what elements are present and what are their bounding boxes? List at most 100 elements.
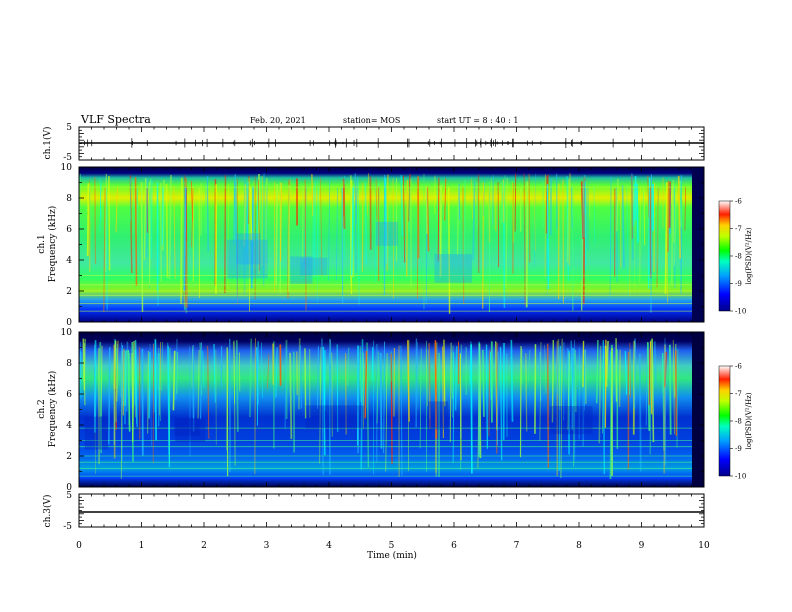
sferic-streak [491, 178, 493, 226]
sferic-streak [444, 178, 447, 221]
sferic-streak [176, 351, 178, 394]
x-axis-label: Time (min) [367, 550, 417, 561]
ch1-waveform-panel: 5 -5 ch.1(V) [42, 123, 705, 163]
sferic-streak [519, 346, 522, 458]
sferic-streak [676, 348, 679, 448]
sferic-streak [638, 353, 642, 472]
sferic-streak [207, 345, 210, 439]
sferic-streak [570, 186, 573, 229]
ch3-ytick-bottom: -5 [63, 522, 72, 532]
sferic-streak [525, 353, 528, 432]
sferic-streak [161, 186, 164, 246]
sferic-streak [651, 338, 655, 443]
sferic-streak [581, 183, 584, 281]
sferic-streak [539, 341, 542, 441]
sferic-streak [462, 179, 466, 275]
sferic-streak [140, 182, 144, 312]
sferic-streak [131, 341, 135, 442]
sferic-streak [249, 186, 253, 241]
sferic-streak [200, 342, 202, 420]
sferic-streak [510, 339, 514, 422]
sferic-streak [384, 177, 388, 264]
sferic-streak [275, 347, 278, 398]
sferic-streak [528, 173, 531, 263]
sferic-streak [145, 179, 149, 257]
sferic-streak [470, 344, 473, 474]
sferic-streak [567, 352, 570, 431]
sferic-streak [275, 183, 278, 285]
colorbar-tick-label: -6 [735, 198, 742, 206]
sferic-streak [533, 185, 536, 251]
sferic-streak [428, 349, 431, 419]
sferic-streak [648, 177, 651, 289]
sferic-streak [299, 345, 302, 409]
sferic-streak [533, 173, 536, 268]
sferic-streak [406, 180, 409, 277]
sferic-streak [573, 353, 575, 467]
ch1-frequency-label: Frequency (kHz) [47, 206, 58, 283]
sferic-streak [148, 185, 151, 223]
spectral-patch [174, 418, 200, 436]
sferic-streak [261, 342, 263, 398]
sferic-streak [400, 345, 403, 476]
sferic-streak [514, 173, 517, 232]
sferic-streak [235, 181, 238, 303]
sferic-streak [371, 347, 374, 381]
sferic-streak [632, 340, 636, 435]
sferic-streak [99, 181, 102, 232]
sferic-streak [213, 343, 216, 403]
frequency-tick-label: 8 [66, 359, 72, 369]
sferic-streak [447, 187, 451, 314]
sferic-streak [500, 181, 504, 224]
sferic-streak [122, 348, 125, 416]
sferic-streak [560, 338, 563, 479]
sferic-streak [426, 186, 430, 252]
ch2-colorbar: -6 -7 -8 -9 -10 log(PSD)(V²/Hz) [718, 363, 753, 481]
sferic-streak [134, 177, 138, 286]
sferic-streak [284, 346, 287, 429]
sferic-streak [376, 351, 379, 424]
sferic-streak [556, 347, 559, 394]
sferic-streak [663, 352, 667, 388]
sferic-streak [481, 182, 485, 309]
sferic-streak [621, 185, 625, 268]
sferic-streak [320, 177, 323, 277]
sferic-streak [143, 178, 147, 260]
sferic-streak [527, 349, 531, 382]
frequency-tick-label: 10 [61, 328, 73, 338]
sferic-streak [454, 346, 458, 411]
sferic-streak [618, 349, 621, 407]
x-axis-tick-labels: 0 1 2 3 4 5 6 7 8 9 10 [76, 541, 710, 551]
sferic-streak [243, 184, 247, 247]
sferic-streak [322, 346, 326, 456]
sferic-streak [79, 341, 82, 400]
sferic-streak [419, 348, 422, 449]
sferic-streak [256, 186, 259, 242]
sferic-streak [287, 185, 291, 292]
sferic-streak [390, 353, 393, 465]
spectral-patch [300, 257, 328, 276]
sferic-streak [94, 177, 97, 264]
sferic-streak [131, 353, 134, 409]
sferic-streak [491, 175, 495, 226]
sferic-streak [392, 178, 395, 299]
sferic-streak [227, 183, 229, 290]
sferic-streak [647, 342, 651, 431]
sferic-streak [120, 342, 122, 397]
sferic-streak [636, 183, 639, 243]
sferic-streak [180, 177, 183, 304]
x-tick-label: 5 [389, 541, 395, 551]
sferic-streak [125, 341, 129, 412]
sferic-streak [233, 180, 236, 246]
sferic-streak [258, 179, 261, 272]
sferic-streak [633, 338, 636, 409]
sferic-streak [108, 175, 111, 271]
sferic-streak [224, 175, 227, 294]
sferic-streak [434, 340, 438, 439]
spectral-patch [290, 256, 313, 284]
colorbar-tick-label: -9 [735, 445, 742, 453]
spectral-patch [375, 221, 398, 246]
sferic-streak [677, 175, 681, 259]
sferic-streak [183, 187, 187, 291]
